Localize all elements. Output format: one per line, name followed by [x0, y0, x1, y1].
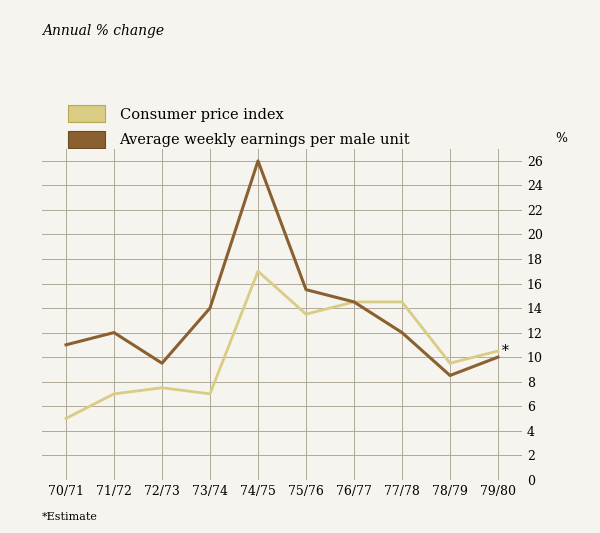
Legend: Consumer price index, Average weekly earnings per male unit: Consumer price index, Average weekly ear… — [68, 106, 410, 148]
Text: %: % — [556, 132, 568, 146]
Text: Annual % change: Annual % change — [42, 24, 164, 38]
Text: *Estimate: *Estimate — [42, 512, 98, 522]
Text: *: * — [502, 344, 509, 358]
